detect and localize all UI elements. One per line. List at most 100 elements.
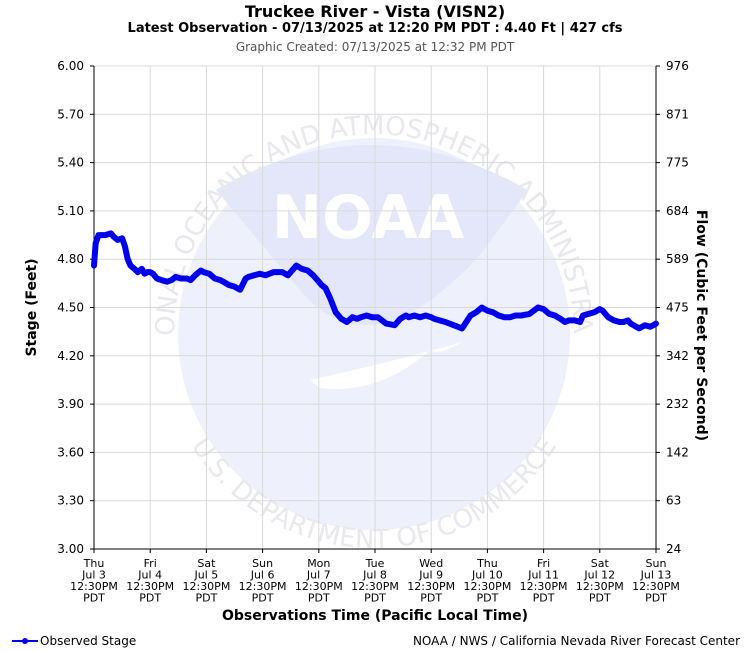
observed-stage-point [350, 314, 355, 320]
observed-stage-point [178, 276, 184, 281]
y-tick-label: 3.60 [57, 445, 84, 459]
y-tick-label: 3.30 [57, 494, 84, 508]
y2-tick-label: 142 [666, 445, 689, 459]
observed-stage-point [354, 316, 360, 322]
y2-tick-label: 589 [666, 252, 689, 266]
y2-tick-label: 232 [666, 397, 689, 411]
y2-tick-label: 24 [666, 542, 681, 556]
observed-stage-point [319, 282, 325, 288]
observed-stage-point [620, 319, 626, 325]
observed-stage-point [98, 232, 104, 238]
observed-stage-point [119, 235, 125, 241]
y-tick-label: 3.00 [57, 542, 84, 556]
observed-stage-point [642, 322, 648, 328]
observed-stage-point [102, 232, 108, 238]
legend-label: Observed Stage [40, 634, 137, 648]
y2-tick-label: 684 [666, 204, 689, 218]
x-tick-label: Sun Jul 6 12:30PM PDT [239, 557, 287, 605]
observed-stage-point [383, 321, 389, 327]
y2-axis-title: Flow (Cubic Feet per Second) [693, 210, 709, 441]
observed-stage-point [111, 234, 117, 240]
observed-stage-point [605, 314, 611, 320]
observed-stage-point [513, 313, 518, 318]
observed-stage-point [164, 279, 170, 285]
observed-stage-point [316, 279, 322, 285]
y2-tick-label: 342 [666, 349, 689, 363]
observed-stage-point [139, 266, 145, 272]
x-tick-label: Sat Jul 12 12:30PM PDT [576, 557, 624, 605]
observed-stage-point [507, 314, 513, 320]
observed-stage-point [600, 308, 606, 314]
observed-stage-point [617, 319, 622, 325]
observed-stage-point [212, 276, 218, 281]
observed-stage-point [417, 314, 423, 320]
latest-observation: Latest Observation - 07/13/2025 at 12:20… [127, 21, 623, 36]
observed-stage-point [484, 308, 490, 314]
observed-stage-point [115, 237, 121, 243]
observed-stage-point [125, 256, 131, 262]
observed-stage-point [397, 316, 403, 322]
x-axis-title: Observations Time (Pacific Local Time) [222, 608, 528, 624]
observed-stage-point [154, 276, 160, 281]
observed-stage-point [188, 277, 194, 283]
x-tick-label: Fri Jul 4 12:30PM PDT [126, 557, 174, 605]
observed-stage-point [232, 284, 237, 290]
observed-stage-point [636, 325, 642, 331]
observed-stage-point [344, 319, 350, 325]
observed-stage-point [122, 243, 128, 249]
observed-stage-point [305, 268, 311, 273]
observed-stage-point [257, 271, 263, 277]
observed-stage-point [279, 269, 285, 275]
observed-stage-point [392, 322, 398, 328]
chart-title: Truckee River - Vista (VISN2) [244, 2, 506, 21]
observed-stage-point [262, 272, 268, 278]
x-tick-label: Tue Jul 8 12:30PM PDT [351, 557, 399, 605]
y2-tick-label: 475 [666, 301, 689, 315]
observed-stage-point [323, 285, 328, 291]
observed-stage-point [653, 321, 659, 327]
observed-stage-point [411, 313, 417, 318]
y-tick-label: 5.10 [57, 204, 84, 218]
y-axis-title: Stage (Feet) [24, 258, 40, 356]
y-tick-label: 4.50 [57, 301, 84, 315]
x-tick-label: Mon Jul 7 12:30PM PDT [295, 557, 343, 605]
observed-stage-point [586, 311, 592, 317]
observed-stage-point [591, 309, 597, 315]
observed-stage-point [327, 295, 333, 301]
observed-stage-point [546, 311, 552, 317]
y-tick-label: 4.20 [57, 349, 84, 363]
observed-stage-point [201, 269, 207, 275]
observed-stage-point [251, 272, 257, 278]
x-tick-label: Fri Jul 11 12:30PM PDT [520, 557, 568, 605]
y2-tick-label: 63 [666, 494, 681, 508]
observed-stage-point [369, 314, 375, 320]
x-tick-label: Sun Jul 13 12:30PM PDT [632, 557, 680, 605]
y2-tick-label: 775 [666, 156, 689, 170]
y2-tick-label: 871 [666, 107, 689, 121]
observed-stage-point [527, 311, 532, 317]
observed-stage-point [184, 276, 190, 281]
observed-stage-point [459, 325, 465, 331]
observed-stage-point [285, 272, 291, 278]
observed-stage-point [535, 305, 541, 310]
observed-stage-point [406, 314, 412, 320]
y-tick-label: 5.70 [57, 107, 84, 121]
observed-stage-point [580, 313, 586, 318]
legend-line-marker [12, 634, 38, 648]
x-tick-label: Thu Jul 10 12:30PM PDT [463, 557, 511, 605]
watermark-upper-shape [216, 145, 528, 326]
observed-stage-point [293, 263, 299, 269]
observed-stage-point [132, 266, 137, 272]
observed-stage-point [437, 317, 443, 323]
observed-stage-point [541, 306, 547, 312]
observed-stage-point [375, 314, 381, 320]
watermark-bird-shape [310, 342, 462, 389]
observed-stage-point [338, 316, 344, 322]
observed-stage-point [173, 274, 178, 280]
observed-stage-point [647, 324, 653, 330]
graphic-created: Graphic Created: 07/13/2025 at 12:32 PM … [235, 40, 515, 54]
observed-stage-point [237, 287, 243, 293]
y-tick-label: 5.40 [57, 156, 84, 170]
watermark-logo-text: NOAA [272, 183, 465, 253]
observed-stage-point [631, 322, 636, 328]
